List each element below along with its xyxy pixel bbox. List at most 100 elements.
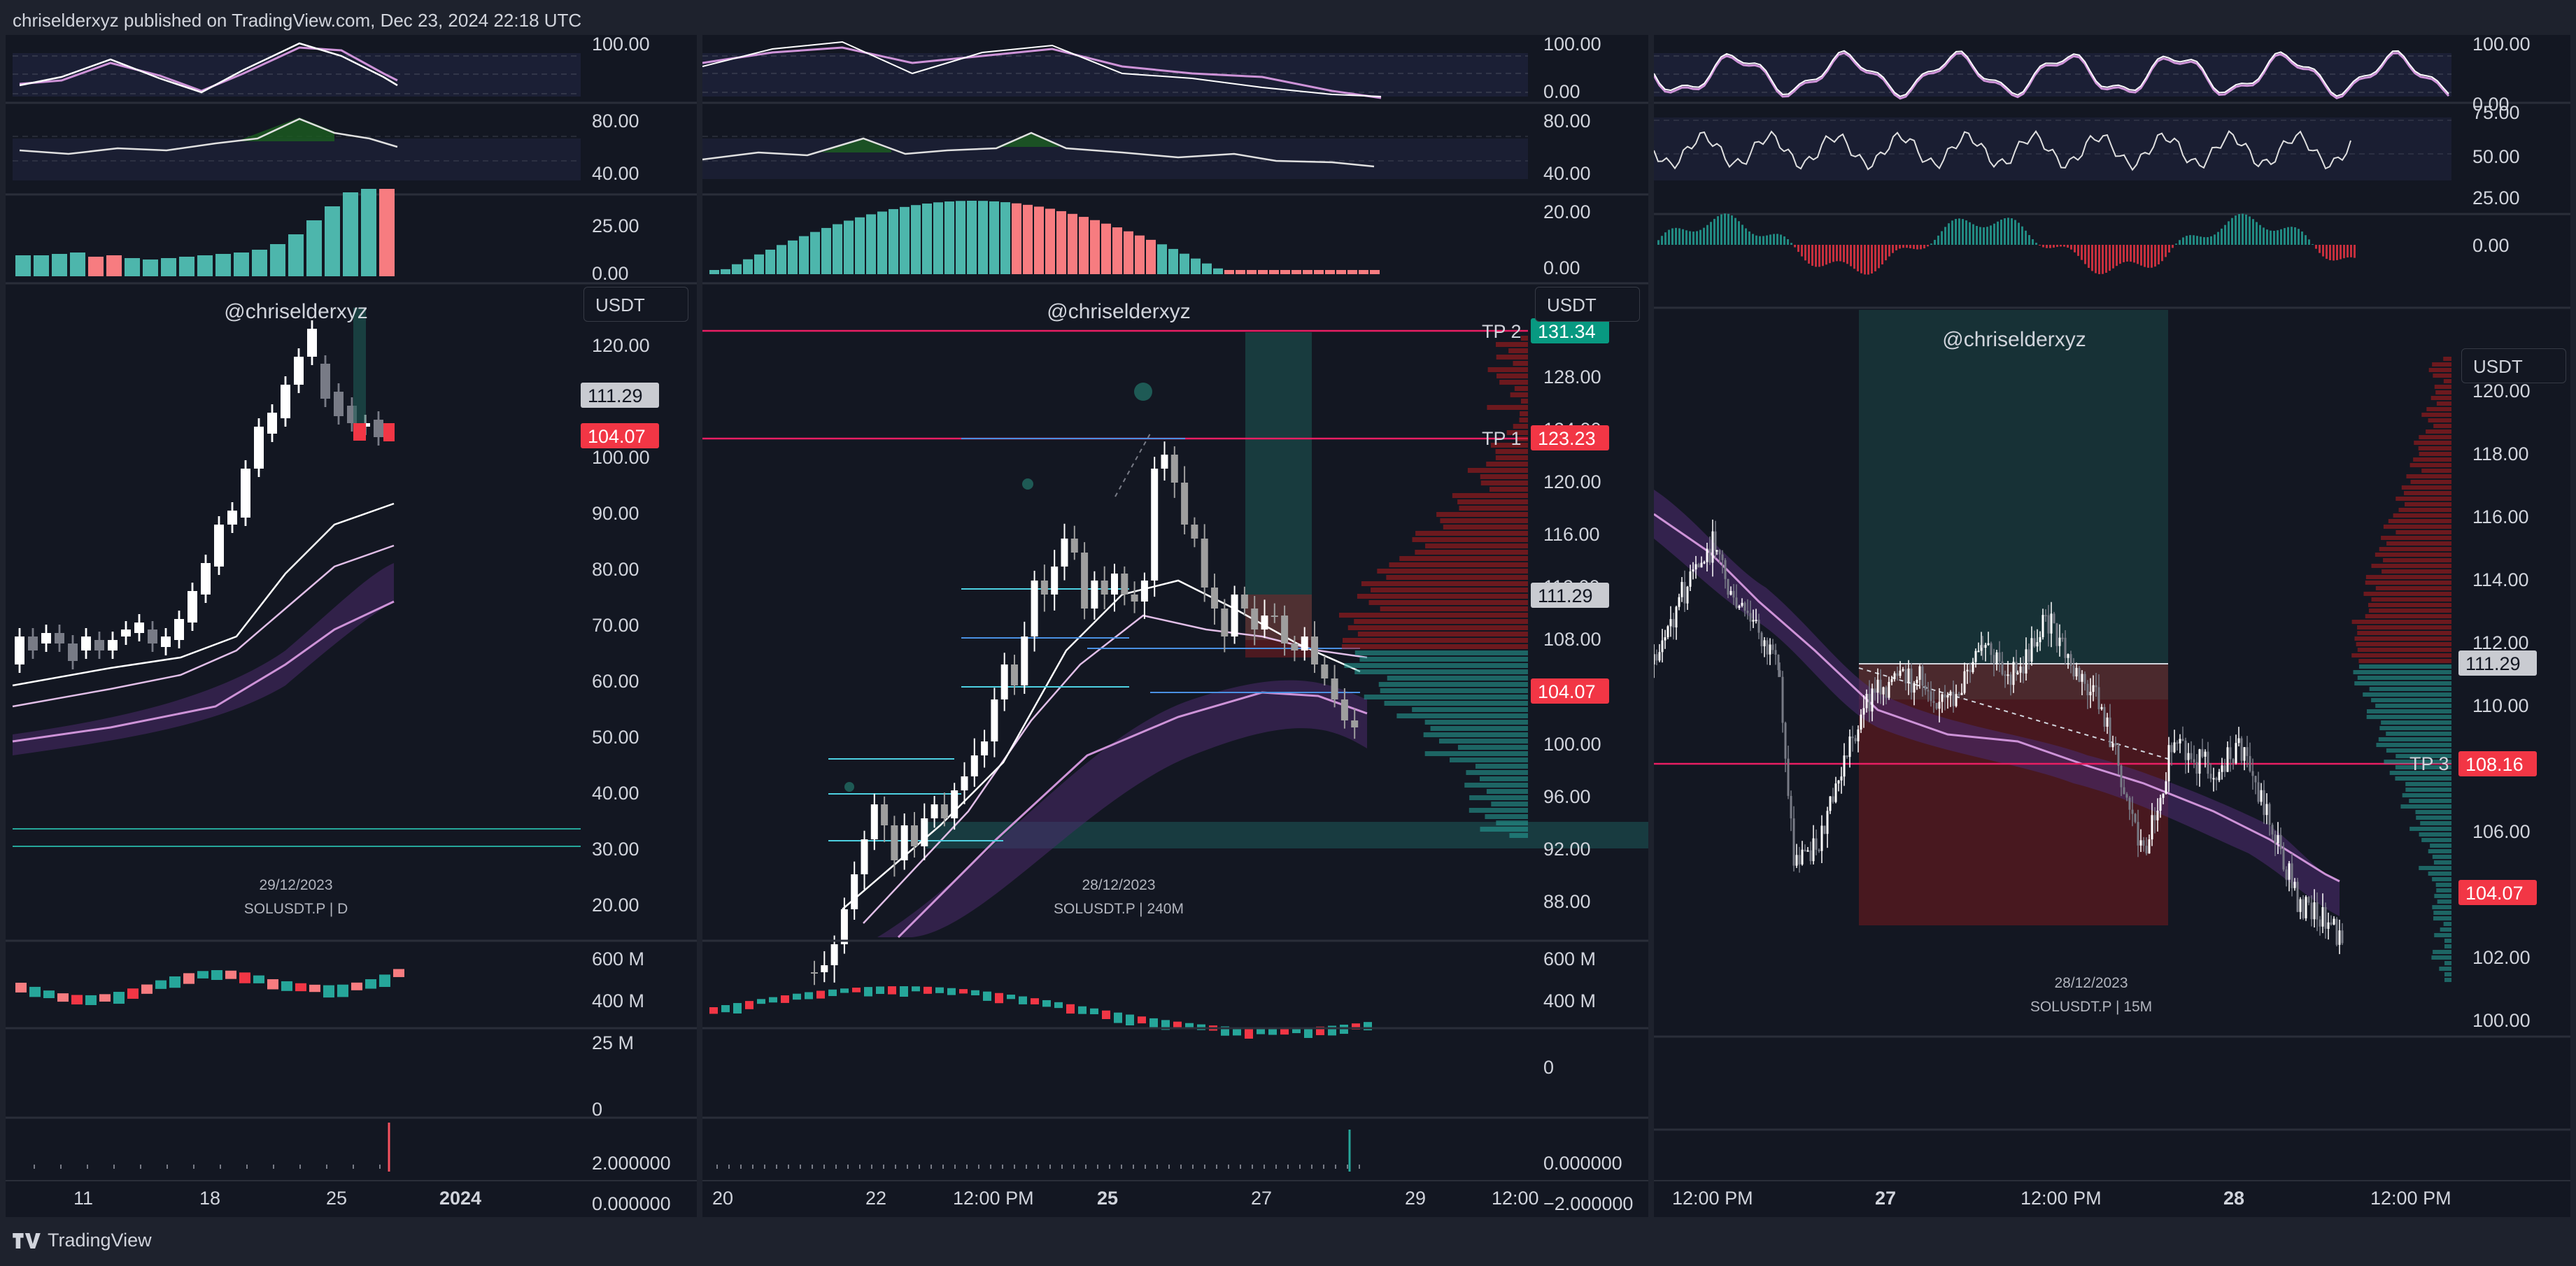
osc-tick [1287, 1165, 1289, 1169]
axis-label: 0.00 [2472, 94, 2510, 115]
volume-profile-bar [2443, 922, 2451, 926]
histogram-bar [2210, 236, 2212, 245]
candle [1787, 758, 1790, 796]
time-label: 27 [1875, 1188, 1896, 1209]
histogram-bar [1706, 225, 1708, 245]
candle [1715, 550, 1718, 552]
volume-bar [769, 997, 777, 1003]
chart-panel-240m[interactable]: @chriselderxyz 28/12/2023 SOLUSDT.P | 24… [702, 35, 1648, 1217]
axis-label: 100.00 [1543, 35, 1601, 55]
candle [227, 511, 237, 525]
volume-bar [169, 976, 181, 988]
candle [254, 427, 264, 469]
panel3-watermark: @chriselderxyz [1942, 328, 2086, 351]
candle [281, 385, 290, 418]
candle [1952, 691, 1955, 706]
footer-brand[interactable]: TradingView [48, 1230, 152, 1251]
candle [1766, 640, 1769, 655]
candle [2159, 797, 2162, 811]
volume-profile-bar [1443, 525, 1528, 529]
osc-tick [220, 1165, 221, 1169]
histogram-bar [1832, 245, 1834, 262]
osc-tick [1168, 1165, 1170, 1169]
candle [1051, 567, 1059, 595]
candle [2134, 813, 2137, 823]
candle [2221, 765, 2223, 772]
histogram-bar [1135, 235, 1145, 274]
candle [2044, 615, 2047, 617]
candle [2209, 774, 2212, 779]
volume-profile-bar [1424, 751, 1528, 756]
histogram-bar [2018, 222, 2020, 245]
volume-profile-bar [2406, 474, 2451, 478]
histogram-bar [2168, 245, 2170, 253]
axis-label: 2.000000 [592, 1153, 671, 1174]
volume-profile-bar [2437, 899, 2451, 904]
volume-bar [379, 974, 390, 988]
histogram-bar [2158, 245, 2160, 264]
histogram-bar [2273, 230, 2275, 245]
volume-bar [323, 985, 334, 998]
histogram-bar [1899, 245, 1901, 249]
time-label: 28 [2223, 1188, 2244, 1209]
histogram-bar [1755, 235, 1757, 245]
candle [1840, 776, 1843, 781]
histogram-bar [2242, 213, 2244, 245]
volume-profile-bar [1412, 707, 1528, 712]
candle [334, 392, 344, 416]
candle [1899, 670, 1902, 676]
tp2-label: TP 2 [1482, 321, 1522, 342]
volume-profile-bar [1467, 468, 1528, 473]
candle [2226, 747, 2229, 772]
histogram-bar [2067, 245, 2069, 248]
currency-selector[interactable]: USDT [2461, 348, 2566, 383]
chart-panel-daily[interactable]: @chriselderxyz 29/12/2023 SOLUSDT.P | D … [6, 35, 697, 1217]
time-label: 12:00 PM [2370, 1188, 2451, 1209]
histogram-bar [1671, 228, 1673, 245]
tp2-price-tag [1531, 318, 1609, 343]
candle [1655, 654, 1658, 661]
histogram-bar [956, 201, 965, 274]
candle [2279, 834, 2282, 850]
candle [1868, 694, 1871, 712]
candle [1755, 620, 1757, 622]
volume-profile-bar [1486, 789, 1528, 794]
chart-panel-15m[interactable]: @chriselderxyz 28/12/2023 SOLUSDT.P | 15… [1654, 35, 2570, 1217]
candle [1729, 590, 1732, 595]
histogram-bar [2336, 245, 2338, 260]
currency-selector[interactable]: USDT [1535, 287, 1640, 322]
volume-bar [1054, 1002, 1063, 1009]
candle [1661, 640, 1664, 653]
price-tag-label: 104.07 [2465, 883, 2524, 904]
osc-tick [1180, 1165, 1182, 1169]
candle [2335, 918, 2338, 945]
daily-chart-svg: @chriselderxyz 29/12/2023 SOLUSDT.P | D … [6, 35, 697, 1214]
volume-profile-bar [2410, 480, 2451, 484]
histogram-bar [2196, 236, 2198, 245]
currency-selector[interactable]: USDT [583, 287, 688, 322]
candle [2039, 636, 2041, 643]
histogram-bar [821, 227, 831, 274]
axis-label: 80.00 [592, 111, 639, 131]
candle [1271, 616, 1278, 617]
histogram-bar [1948, 223, 1950, 245]
histogram-bar [2266, 229, 2268, 245]
histogram-bar [1023, 204, 1033, 274]
histogram-bar [1657, 240, 1659, 245]
candle [161, 636, 171, 647]
histogram-bar [2032, 239, 2034, 245]
candle [2167, 745, 2170, 782]
volume-bar [757, 999, 765, 1004]
histogram-bar [1710, 222, 1712, 245]
histogram-bar [1734, 218, 1736, 245]
histogram-bar [1885, 245, 1887, 261]
volume-profile-bar [2357, 625, 2451, 630]
volume-profile-bar [1378, 682, 1528, 687]
volume-profile-bar [2366, 715, 2451, 719]
histogram-bar [2189, 235, 2191, 245]
volume-profile-bar [1439, 739, 1528, 744]
time-label: 2024 [439, 1188, 481, 1209]
axis-label: 40.00 [592, 163, 639, 184]
candle [2254, 776, 2257, 783]
volume-bar [1019, 996, 1027, 1004]
